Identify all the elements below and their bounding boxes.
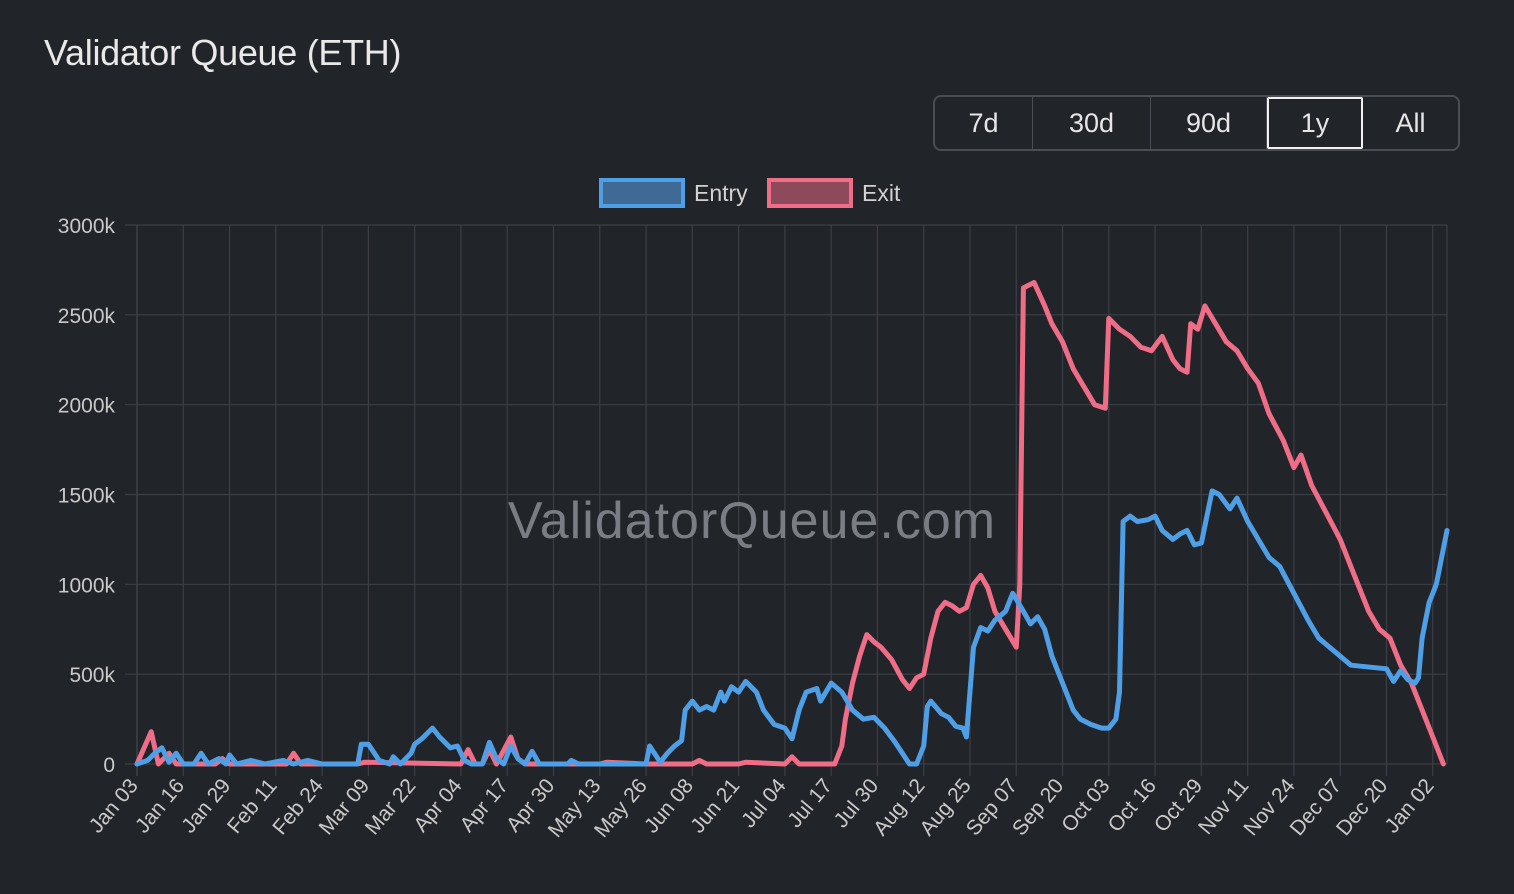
x-tick-label: Jun 08 (640, 774, 698, 837)
x-tick-label: Jan 03 (85, 774, 143, 837)
x-tick-label: May 26 (590, 774, 652, 842)
x-tick-label: Jul 17 (783, 774, 837, 832)
x-tick-label: Oct 03 (1057, 774, 1114, 836)
grid-lines (125, 224, 1448, 776)
x-tick-label: Jan 29 (177, 774, 235, 837)
x-tick-label: Jul 04 (737, 774, 791, 832)
watermark: ValidatorQueue.com (508, 492, 996, 550)
y-tick-label: 1000k (58, 574, 116, 597)
x-tick-label: Oct 16 (1104, 774, 1161, 836)
series-line-entry (134, 488, 1450, 767)
legend: Entry Exit (599, 178, 901, 208)
series-line-exit (134, 280, 1446, 767)
legend-label-exit: Exit (862, 180, 901, 206)
x-tick-label: Feb 24 (268, 774, 328, 839)
x-tick-label: Apr 04 (409, 774, 467, 836)
y-tick-label: 3000k (58, 215, 116, 238)
x-tick-label: Jan 16 (131, 774, 189, 837)
y-tick-label: 0 (103, 754, 115, 777)
x-tick-label: Nov 11 (1194, 774, 1253, 839)
x-tick-label: Nov 24 (1239, 774, 1300, 840)
x-tick-label: Jan 02 (1380, 774, 1438, 837)
legend-label-entry: Entry (694, 180, 748, 206)
x-tick-label: Mar 09 (315, 774, 375, 839)
range-1y-button[interactable]: 1y (1267, 97, 1363, 149)
y-axis: 0 500k 1000k 1500k 2000k 2500k 3000k (58, 215, 116, 777)
x-tick-label: Jun 21 (686, 774, 744, 837)
x-tick-label: Oct 29 (1150, 774, 1207, 836)
x-tick-label: Apr 17 (456, 774, 513, 836)
legend-item-entry[interactable]: Entry (599, 178, 748, 208)
page-title: Validator Queue (ETH) (44, 32, 402, 73)
legend-item-exit[interactable]: Exit (767, 178, 901, 208)
y-tick-label: 2000k (58, 395, 116, 418)
x-tick-label: Dec 20 (1332, 774, 1392, 840)
y-tick-label: 500k (69, 664, 115, 687)
range-7d-button[interactable]: 7d (935, 97, 1033, 149)
series-lines (134, 280, 1450, 767)
range-90d-button[interactable]: 90d (1151, 97, 1267, 149)
x-tick-label: Dec 07 (1286, 774, 1346, 840)
x-tick-label: Apr 30 (502, 774, 559, 836)
legend-swatch-entry (599, 178, 685, 208)
x-tick-label: Mar 22 (361, 774, 421, 839)
x-tick-label: Aug 12 (869, 774, 929, 840)
x-tick-label: Aug 25 (915, 774, 975, 840)
x-tick-label: Jul 30 (830, 774, 884, 832)
x-tick-label: Sep 20 (1008, 774, 1068, 840)
range-30d-button[interactable]: 30d (1033, 97, 1151, 149)
y-tick-label: 2500k (58, 305, 116, 328)
range-selector: 7d 30d 90d 1y All (933, 95, 1460, 151)
x-tick-label: Sep 07 (962, 774, 1022, 840)
y-tick-label: 1500k (58, 485, 116, 508)
x-tick-label: Feb 11 (223, 774, 282, 838)
x-tick-label: May 13 (544, 774, 606, 842)
legend-swatch-exit (767, 178, 853, 208)
range-all-button[interactable]: All (1395, 107, 1426, 138)
